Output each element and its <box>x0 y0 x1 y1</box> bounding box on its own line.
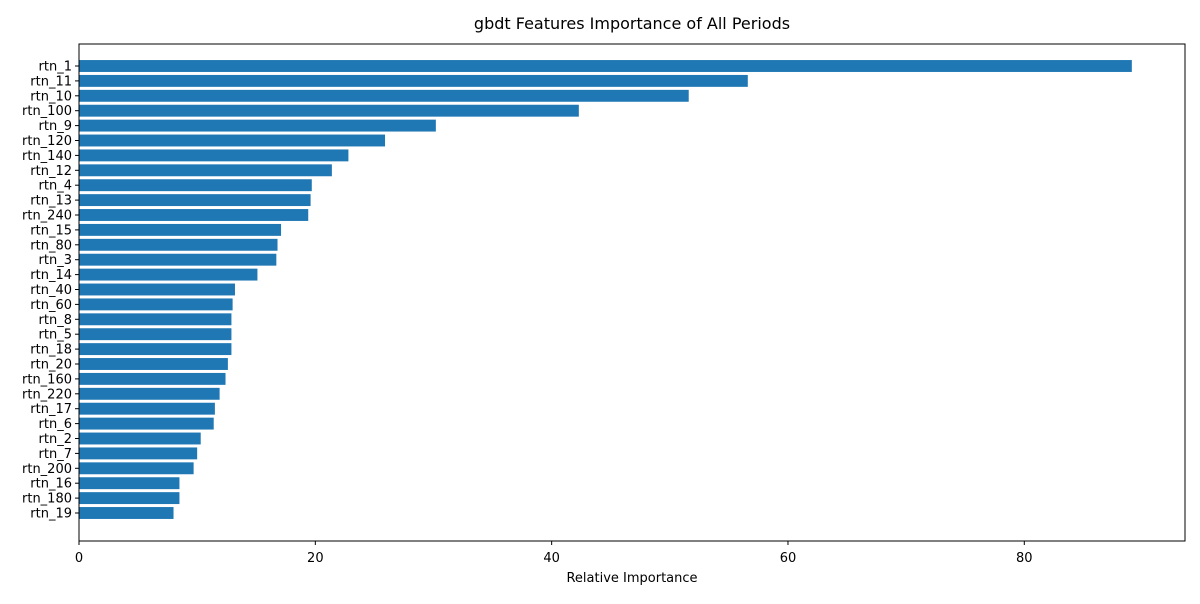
bar-rtn_11 <box>79 74 748 87</box>
y-tick-label: rtn_100 <box>22 104 72 119</box>
plot-frame <box>78 43 1186 542</box>
y-tick-label: rtn_16 <box>30 477 72 492</box>
bar-rtn_180 <box>79 492 180 505</box>
y-tick-label: rtn_80 <box>30 238 72 253</box>
bar-rtn_19 <box>79 507 174 519</box>
bar-rtn_9 <box>79 119 436 132</box>
y-tick-label: rtn_4 <box>39 179 72 194</box>
bar-rtn_15 <box>79 223 282 236</box>
x-axis: 0 20 40 60 80 <box>75 541 1033 566</box>
y-tick-label: rtn_20 <box>30 358 72 373</box>
y-tick-label: rtn_18 <box>30 343 72 358</box>
y-tick-label: rtn_12 <box>30 164 72 179</box>
x-tick-label: 20 <box>307 551 324 566</box>
y-tick-label: rtn_7 <box>39 447 72 462</box>
y-tick-label: rtn_15 <box>30 223 72 238</box>
y-axis: rtn_1rtn_11rtn_10rtn_100rtn_9rtn_120rtn_… <box>22 60 79 522</box>
chart-title: gbdt Features Importance of All Periods <box>474 14 790 33</box>
y-tick-label: rtn_6 <box>39 417 72 432</box>
y-tick-label: rtn_140 <box>22 149 72 164</box>
bar-rtn_5 <box>79 328 232 341</box>
y-tick-label: rtn_8 <box>39 313 72 328</box>
bar-rtn_140 <box>79 149 349 162</box>
y-tick-label: rtn_60 <box>30 298 72 313</box>
bar-rtn_3 <box>79 253 277 266</box>
bar-rtn_240 <box>79 209 309 221</box>
y-tick-label: rtn_11 <box>30 74 72 89</box>
bar-rtn_14 <box>79 268 258 281</box>
y-tick-label: rtn_40 <box>30 283 72 298</box>
y-tick-label: rtn_2 <box>39 432 72 447</box>
bar-rtn_8 <box>79 313 232 326</box>
y-tick-label: rtn_9 <box>39 119 72 134</box>
bar-rtn_1 <box>79 60 1132 72</box>
y-tick-label: rtn_120 <box>22 134 72 149</box>
bar-rtn_200 <box>79 462 194 475</box>
bar-rtn_18 <box>79 343 232 356</box>
x-tick-label: 60 <box>780 551 797 566</box>
bar-rtn_80 <box>79 238 278 251</box>
bars-group <box>79 60 1132 519</box>
bar-rtn_13 <box>79 194 311 207</box>
y-tick-label: rtn_13 <box>30 194 72 209</box>
bar-rtn_6 <box>79 417 214 430</box>
bar-rtn_4 <box>79 179 312 192</box>
x-tick-label: 40 <box>543 551 560 566</box>
y-tick-label: rtn_200 <box>22 462 72 477</box>
y-tick-label: rtn_5 <box>39 328 72 343</box>
x-axis-label: Relative Importance <box>566 571 697 586</box>
bar-rtn_60 <box>79 298 233 311</box>
bar-rtn_40 <box>79 283 235 296</box>
y-tick-label: rtn_220 <box>22 387 72 402</box>
bar-rtn_220 <box>79 387 220 400</box>
bar-rtn_12 <box>79 164 332 177</box>
y-tick-label: rtn_3 <box>39 253 72 268</box>
bar-rtn_20 <box>79 358 228 370</box>
bar-rtn_10 <box>79 89 689 102</box>
x-tick-label: 80 <box>1016 551 1033 566</box>
x-tick-label: 0 <box>75 551 83 566</box>
y-tick-label: rtn_19 <box>30 507 72 522</box>
bar-rtn_16 <box>79 477 180 490</box>
bar-rtn_100 <box>79 104 579 117</box>
bar-rtn_120 <box>79 134 386 147</box>
bar-rtn_2 <box>79 432 201 445</box>
y-tick-label: rtn_10 <box>30 89 72 104</box>
bar-rtn_160 <box>79 372 226 385</box>
y-tick-label: rtn_17 <box>30 402 72 417</box>
bar-rtn_7 <box>79 447 198 460</box>
y-tick-label: rtn_240 <box>22 209 72 224</box>
y-tick-label: rtn_1 <box>39 60 72 75</box>
y-tick-label: rtn_14 <box>30 268 72 283</box>
bar-rtn_17 <box>79 402 215 415</box>
y-tick-label: rtn_160 <box>22 372 72 387</box>
y-tick-label: rtn_180 <box>22 492 72 507</box>
